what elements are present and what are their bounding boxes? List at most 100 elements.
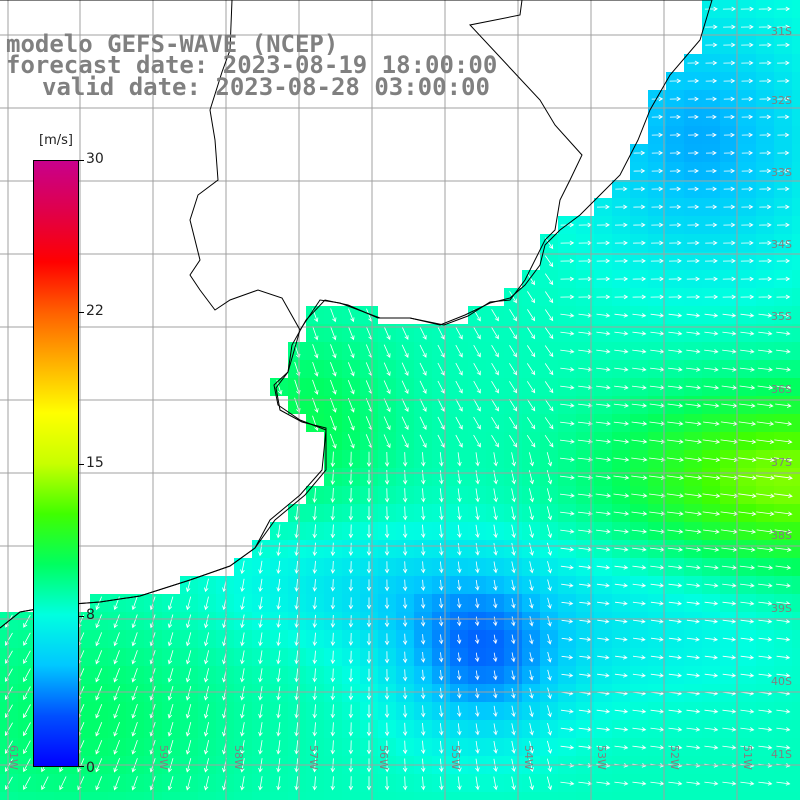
longitude-label: 53W: [595, 745, 608, 770]
wind-arrow: [650, 709, 665, 714]
wind-arrow: [439, 488, 444, 503]
wind-arrow: [366, 776, 372, 791]
wind-arrow: [491, 434, 499, 448]
wind-arrow: [276, 632, 281, 647]
wind-arrow: [547, 561, 552, 574]
wind-arrow: [720, 475, 739, 480]
wind-arrow: [704, 331, 719, 336]
wind-arrow: [704, 637, 719, 642]
wind-arrow: [258, 686, 263, 701]
wind-arrow: [348, 650, 354, 665]
wind-arrow: [720, 493, 739, 498]
wind-arrow: [596, 547, 611, 552]
wind-arrow: [511, 452, 516, 467]
wind-arrow: [686, 637, 700, 642]
wind-arrow: [632, 331, 647, 336]
wind-arrow: [615, 204, 628, 210]
wind-arrow: [740, 313, 755, 318]
wind-arrow: [560, 745, 575, 750]
wind-arrow: [23, 722, 31, 737]
wind-arrow: [547, 740, 552, 754]
wind-arrow: [330, 632, 336, 647]
wind-arrow: [632, 655, 646, 660]
wind-arrow: [774, 511, 793, 516]
wind-arrow: [596, 276, 611, 282]
wind-arrow: [23, 740, 31, 755]
wind-arrow: [457, 524, 462, 539]
wind-arrow: [113, 739, 120, 755]
wind-arrow: [704, 6, 718, 12]
wind-arrow: [258, 596, 263, 611]
wind-arrow: [705, 186, 718, 192]
wind-arrow: [738, 475, 757, 480]
wind-arrow: [276, 704, 281, 719]
wind-arrow: [491, 344, 499, 358]
wind-arrow: [312, 597, 318, 610]
wind-arrow: [687, 132, 699, 138]
wind-arrow: [684, 457, 703, 462]
wind-arrow: [702, 511, 721, 516]
wind-arrow: [131, 739, 138, 755]
wind-arrow: [474, 688, 480, 699]
wind-arrow: [457, 488, 462, 503]
wind-arrow: [294, 578, 299, 592]
wind-arrow: [632, 781, 647, 786]
wind-arrow: [704, 745, 719, 750]
wind-arrow: [546, 776, 552, 791]
wind-arrow: [384, 776, 390, 791]
wind-arrow: [366, 651, 372, 664]
wind-arrow: [578, 781, 593, 786]
wind-arrow: [420, 669, 426, 682]
wind-arrow: [777, 96, 790, 102]
wind-arrow: [511, 723, 516, 736]
wind-arrow: [493, 524, 498, 539]
wind-arrow: [95, 704, 103, 719]
wind-arrow: [493, 506, 498, 521]
wind-arrow: [776, 294, 791, 300]
wind-arrow: [704, 258, 718, 264]
wind-arrow: [383, 344, 391, 359]
wind-arrow: [560, 313, 575, 318]
wind-arrow: [632, 276, 647, 282]
wind-arrow: [455, 362, 463, 376]
wind-arrow: [650, 294, 665, 300]
wind-arrow: [186, 578, 192, 593]
wind-arrow: [420, 740, 426, 755]
wind-arrow: [577, 493, 593, 498]
wind-arrow: [560, 294, 575, 300]
wind-arrow: [402, 740, 408, 755]
wind-arrow: [312, 776, 318, 791]
wind-arrow: [474, 616, 480, 627]
wind-arrow: [330, 506, 336, 521]
wind-arrow: [294, 542, 299, 557]
wind-arrow: [113, 668, 120, 683]
wind-arrow: [276, 560, 281, 575]
wind-arrow: [667, 403, 684, 408]
wind-arrow: [276, 776, 281, 791]
wind-arrow: [312, 361, 319, 377]
wind-arrow: [185, 721, 192, 737]
wind-arrow: [633, 619, 646, 624]
latitude-label: 34S: [771, 238, 792, 251]
wind-arrow: [651, 222, 664, 228]
wind-arrow: [526, 434, 536, 448]
wind-arrow: [651, 204, 664, 210]
wind-arrow: [383, 362, 391, 377]
wind-arrow: [95, 668, 103, 683]
wind-arrow: [475, 723, 480, 736]
wind-arrow: [438, 723, 444, 736]
wind-arrow: [722, 745, 737, 750]
wind-arrow: [722, 781, 737, 786]
wind-arrow: [741, 222, 754, 228]
wind-arrow: [685, 403, 702, 408]
wind-arrow: [420, 579, 426, 592]
wind-arrow: [41, 776, 49, 791]
latitude-label: 37S: [771, 456, 792, 469]
wind-arrow: [704, 276, 719, 282]
wind-arrow: [348, 451, 354, 468]
wind-arrow: [330, 362, 337, 377]
wind-arrow: [473, 327, 481, 340]
wind-arrow: [491, 327, 499, 340]
wind-arrow: [240, 668, 245, 683]
